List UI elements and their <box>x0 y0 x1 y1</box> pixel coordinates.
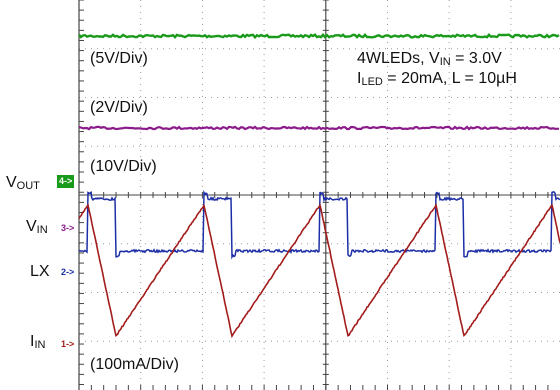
channel-marker-4: 4-> <box>57 175 75 188</box>
trace-iin <box>78 202 560 339</box>
scale-label-lx: (10V/Div) <box>90 158 157 175</box>
channel-label-vin: VIN <box>26 218 48 236</box>
channel-label-iin: IIN <box>30 333 46 351</box>
scale-label-vout: (5V/Div) <box>90 50 148 67</box>
channel-marker-1: 1-> <box>61 339 75 349</box>
annotation-line-1: 4WLEDs, VIN = 3.0V <box>357 50 502 68</box>
trace-vout <box>78 32 560 40</box>
scale-label-iin: (100mA/Div) <box>90 356 179 373</box>
channel-label-lx: LX <box>30 263 50 280</box>
scale-label-vin: (2V/Div) <box>90 99 148 116</box>
channel-marker-2: 2-> <box>61 267 75 277</box>
annotation-line-2: ILED = 20mA, L = 10µH <box>357 70 517 88</box>
channel-marker-3: 3-> <box>61 223 75 233</box>
trace-lx <box>78 189 560 260</box>
channel-label-vout: VOUT <box>6 174 40 192</box>
trace-vin <box>78 125 560 131</box>
